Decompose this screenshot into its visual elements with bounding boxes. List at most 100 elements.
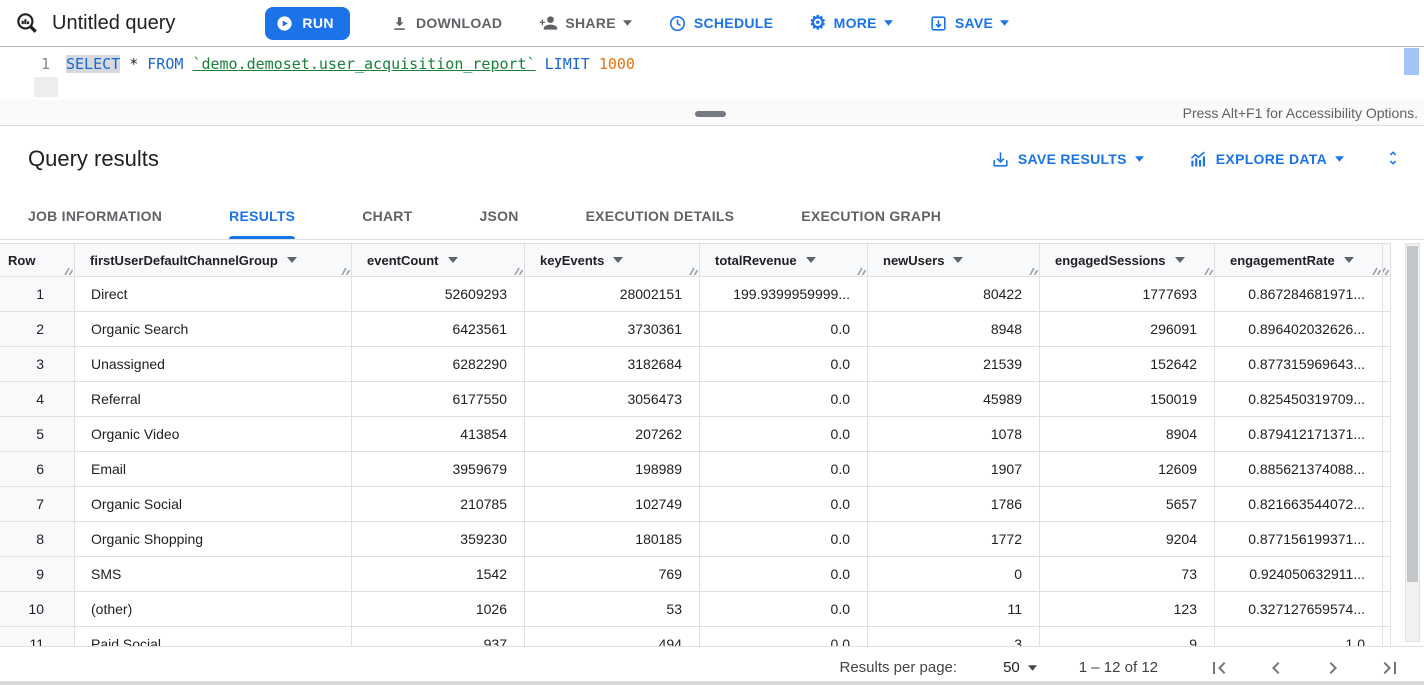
event-count-cell: 1542 [352, 557, 525, 592]
save-icon [931, 15, 946, 31]
key-events-cell: 53 [525, 592, 700, 627]
column-menu-caret-icon[interactable] [1343, 257, 1354, 263]
play-circle-icon [277, 15, 293, 31]
key-events-cell: 3056473 [525, 382, 700, 417]
event-count-cell: 1026 [352, 592, 525, 627]
column-header-eventCount: eventCount [352, 243, 525, 277]
chevron-down-icon [1335, 156, 1344, 162]
previous-page-button[interactable] [1256, 648, 1296, 685]
chevron-down-icon [1134, 156, 1144, 162]
engaged-sessions-cell: 123 [1040, 592, 1215, 627]
column-resize-handle[interactable] [1202, 265, 1213, 275]
line-number: 1 [40, 55, 50, 73]
column-resize-handle[interactable] [1370, 265, 1381, 275]
table-vertical-scrollbar[interactable] [1405, 243, 1420, 642]
new-users-cell: 21539 [868, 347, 1040, 382]
save-button[interactable]: SAVE [929, 14, 1010, 33]
person-add-icon [539, 16, 558, 30]
column-resize-handle[interactable] [687, 265, 698, 275]
explore-data-button[interactable]: EXPLORE DATA [1188, 149, 1344, 169]
spacer-cell [1383, 592, 1391, 627]
row-number-cell: 1 [0, 277, 75, 312]
share-button[interactable]: SHARE [538, 13, 632, 33]
more-button[interactable]: ⚙ MORE [809, 14, 893, 33]
event-count-cell: 52609293 [352, 277, 525, 312]
event-count-cell: 6177550 [352, 382, 525, 417]
sql-table-reference[interactable]: `demo.demoset.user_acquisition_report` [192, 55, 536, 73]
key-events-cell: 769 [525, 557, 700, 592]
column-resize-handle[interactable] [1027, 265, 1038, 275]
tab-execution-details[interactable]: EXECUTION DETAILS [585, 207, 735, 224]
sql-code-line[interactable]: SELECT * FROM `demo.demoset.user_acquisi… [66, 55, 635, 73]
next-page-button[interactable] [1313, 648, 1353, 685]
engaged-sessions-cell: 73 [1040, 557, 1215, 592]
column-menu-caret-icon[interactable] [613, 257, 624, 263]
sql-editor[interactable]: 1 SELECT * FROM `demo.demoset.user_acqui… [0, 47, 1424, 100]
channel-group-cell: (other) [75, 592, 352, 627]
column-header-engagedSessions: engagedSessions [1040, 243, 1215, 277]
expand-collapse-button[interactable] [1384, 147, 1402, 172]
column-resize-handle[interactable] [855, 265, 866, 275]
new-users-cell: 1786 [868, 487, 1040, 522]
splitter-drag-handle[interactable] [695, 111, 726, 117]
new-users-cell: 0 [868, 557, 1040, 592]
column-resize-handle[interactable] [62, 265, 73, 275]
engaged-sessions-cell: 9 [1040, 627, 1215, 646]
column-header-totalRevenue: totalRevenue [700, 243, 868, 277]
total-revenue-cell: 0.0 [700, 627, 868, 646]
engaged-sessions-cell: 150019 [1040, 382, 1215, 417]
run-button[interactable]: RUN [265, 6, 350, 40]
key-events-cell: 3730361 [525, 312, 700, 347]
event-count-cell: 413854 [352, 417, 525, 452]
first-page-icon [1213, 661, 1226, 674]
download-button[interactable]: DOWNLOAD [390, 14, 502, 33]
column-menu-caret-icon[interactable] [953, 257, 964, 263]
engagement-rate-cell: 0.879412171371... [1215, 417, 1383, 452]
chevron-right-icon [1329, 661, 1337, 674]
page-size-select[interactable]: 50 [1003, 659, 1037, 676]
engaged-sessions-cell: 296091 [1040, 312, 1215, 347]
tab-execution-graph[interactable]: EXECUTION GRAPH [801, 207, 942, 224]
key-events-cell: 198989 [525, 452, 700, 487]
column-menu-caret-icon[interactable] [1174, 257, 1185, 263]
row-number-cell: 11 [0, 627, 75, 646]
last-page-button[interactable] [1370, 648, 1410, 685]
column-resize-handle[interactable] [339, 265, 350, 275]
chevron-left-icon [1272, 661, 1280, 674]
column-menu-caret-icon[interactable] [447, 257, 458, 263]
column-header-newUsers: newUsers [868, 243, 1040, 277]
column-resize-handle[interactable] [512, 265, 523, 275]
page-range-label: 1 – 12 of 12 [1078, 659, 1158, 676]
column-header-row: Row [0, 243, 75, 277]
schedule-button[interactable]: SCHEDULE [668, 14, 773, 33]
engagement-rate-cell: 0.821663544072... [1215, 487, 1383, 522]
chevron-down-icon [1027, 664, 1037, 671]
results-per-page-label: Results per page: [839, 659, 958, 676]
total-revenue-cell: 0.0 [700, 452, 868, 487]
row-number-cell: 5 [0, 417, 75, 452]
channel-group-cell: Paid Social [75, 627, 352, 646]
column-resize-handle[interactable] [1383, 265, 1389, 275]
tab-chart[interactable]: CHART [362, 207, 413, 224]
spacer-cell [1383, 417, 1391, 452]
event-count-cell: 359230 [352, 522, 525, 557]
key-events-cell: 28002151 [525, 277, 700, 312]
tab-results[interactable]: RESULTS [229, 192, 296, 239]
table-scrollbar-thumb[interactable] [1407, 246, 1418, 582]
tab-json[interactable]: JSON [479, 207, 519, 224]
pagination-bar: Results per page: 50 1 – 12 of 12 [0, 646, 1424, 685]
first-page-button[interactable] [1199, 648, 1239, 685]
editor-scrollbar-thumb[interactable] [1404, 48, 1419, 75]
spacer-cell [1383, 487, 1391, 522]
tab-job-information[interactable]: JOB INFORMATION [28, 207, 163, 224]
column-menu-caret-icon[interactable] [805, 257, 816, 263]
spacer-cell [1383, 277, 1391, 312]
column-menu-caret-icon[interactable] [286, 257, 297, 263]
total-revenue-cell: 0.0 [700, 417, 868, 452]
column-header-keyEvents: keyEvents [525, 243, 700, 277]
save-results-button[interactable]: SAVE RESULTS [991, 150, 1144, 169]
column-header-engagementRate: engagementRate [1215, 243, 1383, 277]
total-revenue-cell: 0.0 [700, 487, 868, 522]
horizontal-scrollbar[interactable] [0, 681, 1424, 685]
total-revenue-cell: 0.0 [700, 382, 868, 417]
